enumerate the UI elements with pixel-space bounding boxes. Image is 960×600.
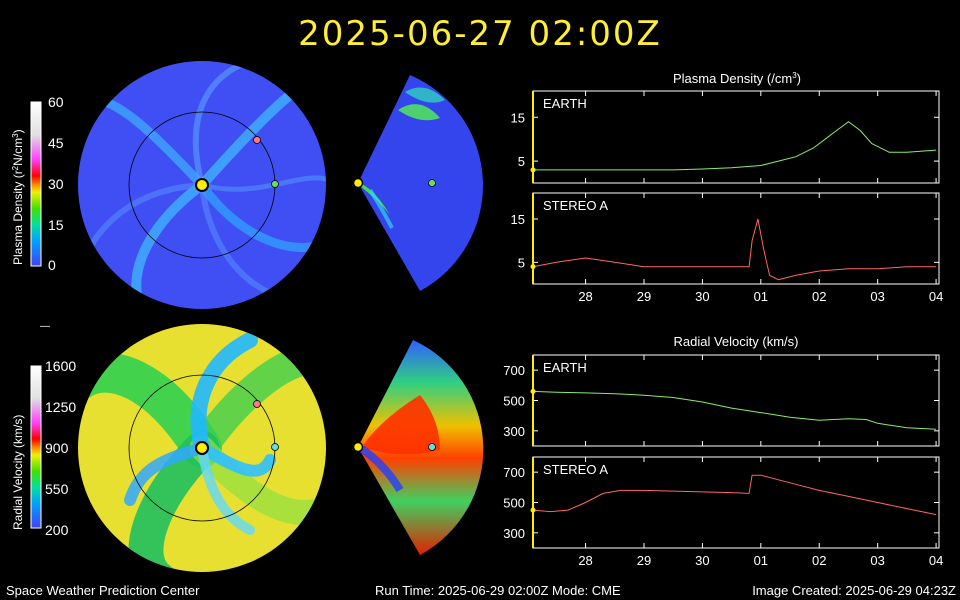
x-tick-label: 04 (929, 289, 943, 304)
current-time-dot (530, 388, 536, 394)
series-line (532, 474, 937, 516)
density-tick: 0 (48, 257, 56, 273)
series-line (533, 121, 937, 171)
current-time-dot (530, 167, 536, 173)
x-tick-label: 03 (870, 289, 884, 304)
x-tick-label: 29 (637, 553, 651, 568)
x-tick-label: 01 (754, 553, 768, 568)
sun-marker (352, 441, 364, 453)
y-tick-label: 300 (503, 526, 525, 541)
velocity-tick: 200 (45, 522, 69, 538)
plot-frame (532, 90, 940, 184)
y-tick-label: 15 (511, 212, 525, 227)
y-tick-label: 300 (503, 424, 525, 439)
y-tick-label: 15 (511, 110, 525, 125)
density-wedge (352, 75, 483, 291)
series-line (532, 218, 937, 281)
y-tick-label: 700 (503, 363, 525, 378)
x-tick-label: 30 (695, 553, 709, 568)
series-label: STEREO A (543, 462, 608, 477)
current-time-dot (530, 264, 536, 270)
density-tick: 60 (48, 94, 64, 110)
footer-credit: Space Weather Prediction Center (6, 583, 200, 598)
density-tick: 45 (48, 135, 64, 151)
earth-marker (271, 443, 279, 451)
x-tick-label: 28 (578, 553, 592, 568)
earth-marker (428, 443, 436, 451)
series-label: EARTH (543, 96, 587, 111)
density-disk (78, 61, 326, 309)
series-label: EARTH (543, 360, 587, 375)
velocity-plot-title: Radial Velocity (km/s) (674, 334, 799, 349)
velocity-colorbar: 1600 1250 900 550 200 Radial Velocity (k… (11, 358, 76, 538)
y-tick-label: 500 (503, 394, 525, 409)
density-plot-title: Plasma Density (/cm3) (673, 71, 801, 86)
x-tick-label: 03 (870, 553, 884, 568)
current-time-dot (530, 507, 536, 513)
series-label: STEREO A (543, 198, 608, 213)
sun-marker (195, 441, 209, 455)
y-tick-label: 5 (518, 154, 525, 169)
x-tick-label: 29 (637, 289, 651, 304)
x-tick-label: 01 (754, 289, 768, 304)
velocity-tick: 1250 (45, 399, 76, 415)
stereo-a-marker (253, 400, 261, 408)
plot-frame (532, 354, 940, 447)
velocity-tick: 1600 (45, 358, 76, 374)
sun-marker (195, 178, 209, 192)
velocity-wedge (352, 340, 484, 555)
x-tick-label: 02 (812, 553, 826, 568)
x-tick-label: 28 (578, 289, 592, 304)
earth-marker (271, 180, 279, 188)
footer-run-time: Run Time: 2025-06-29 02:00Z Mode: CME (375, 583, 621, 598)
velocity-colorbar-label: Radial Velocity (km/s) (11, 415, 25, 530)
stereo-a-marker (253, 136, 261, 144)
density-colorbar-label: Plasma Density (r2N/cm3) (11, 129, 25, 265)
y-tick-label: 5 (518, 255, 525, 270)
density-colorbar: 60 45 30 15 0 Plasma Density (r2N/cm3) (11, 94, 64, 273)
velocity-tick: 900 (45, 440, 69, 456)
series-line (532, 390, 937, 430)
earth-marker (428, 179, 436, 187)
density-tick: 30 (48, 176, 64, 192)
y-tick-label: 700 (503, 465, 525, 480)
x-tick-label: 02 (812, 289, 826, 304)
divider-mark: — (40, 321, 50, 332)
x-tick-label: 04 (929, 553, 943, 568)
velocity-tick: 550 (45, 481, 69, 497)
velocity-disk (78, 324, 326, 572)
x-tick-label: 30 (695, 289, 709, 304)
timestamp-title: 2025-06-27 02:00Z (298, 14, 662, 54)
y-tick-label: 500 (503, 496, 525, 511)
sun-marker (352, 177, 364, 189)
footer-image-created: Image Created: 2025-06-29 04:23Z (752, 583, 956, 598)
density-tick: 15 (48, 217, 64, 233)
